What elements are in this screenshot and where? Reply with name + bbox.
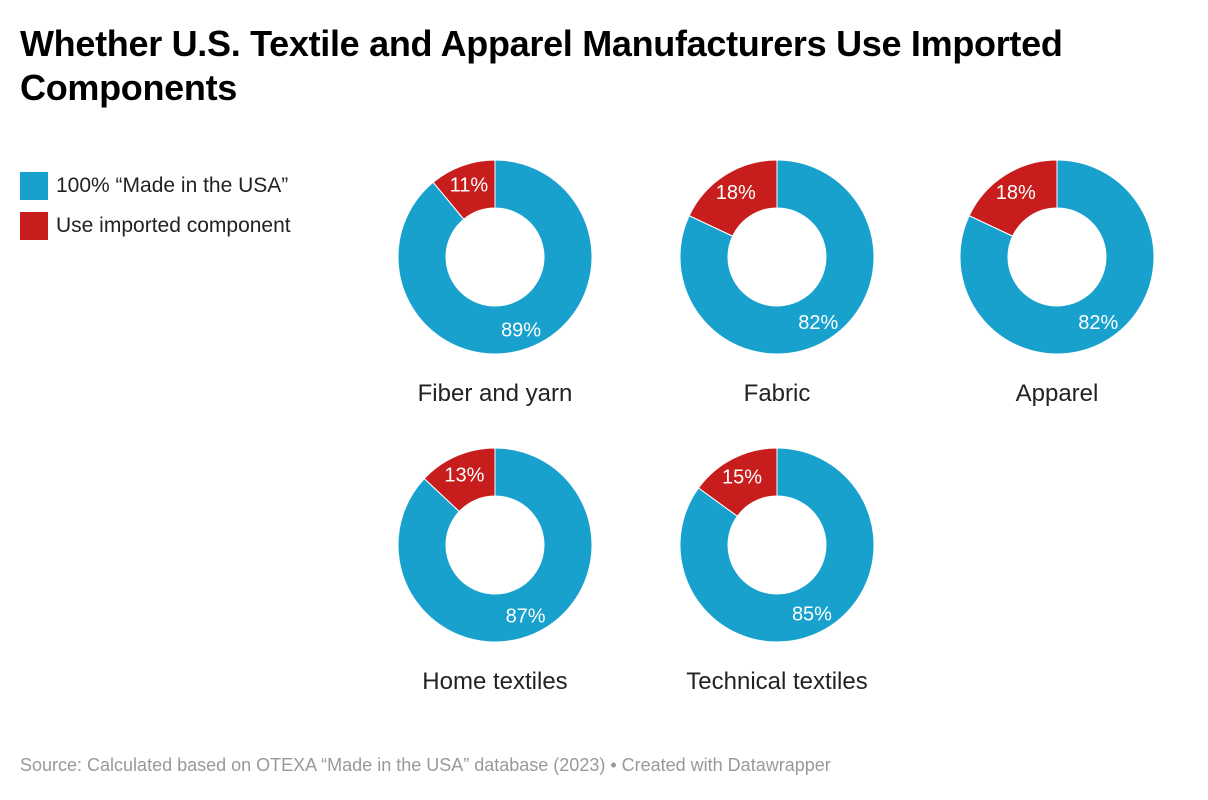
legend-swatch-red bbox=[20, 212, 48, 240]
legend-item-imported: Use imported component bbox=[20, 212, 291, 240]
donut-slice bbox=[432, 159, 496, 220]
slice-value-label: 18% bbox=[996, 182, 1036, 204]
slice-value-label: 13% bbox=[444, 464, 484, 486]
donut-category-label: Fabric bbox=[744, 380, 811, 407]
slice-value-label: 11% bbox=[450, 175, 489, 197]
slice-value-label: 18% bbox=[716, 182, 756, 204]
donut-slice bbox=[959, 159, 1155, 355]
slice-value-label: 15% bbox=[722, 466, 762, 488]
donut-slice bbox=[968, 159, 1058, 237]
source-note: Source: Calculated based on OTEXA “Made … bbox=[20, 755, 831, 775]
slice-value-label: 82% bbox=[1078, 312, 1118, 334]
slice-value-label: 87% bbox=[506, 606, 546, 628]
slice-value-label: 89% bbox=[501, 319, 541, 341]
legend-label: Use imported component bbox=[56, 214, 291, 237]
legend-swatch-blue bbox=[20, 172, 48, 200]
donut-charts: 89% 11% Fiber and yarn 82% 18% Fabric 82% 18% Ap… bbox=[397, 159, 1155, 695]
donut-slice bbox=[397, 159, 593, 355]
donut-slice bbox=[688, 159, 778, 237]
donut-category-label: Technical textiles bbox=[686, 668, 867, 695]
donut-slice bbox=[679, 447, 875, 643]
donut-slice bbox=[679, 159, 875, 355]
legend-item-made-in-usa: 100% “Made in the USA” bbox=[20, 172, 288, 200]
donut-slice bbox=[697, 447, 778, 517]
slice-value-label: 85% bbox=[792, 604, 832, 626]
legend-label: 100% “Made in the USA” bbox=[56, 174, 289, 197]
chart-title: Whether U.S. Textile and Apparel Manufac… bbox=[20, 23, 1063, 108]
donut-slice bbox=[397, 447, 593, 643]
donut-category-label: Home textiles bbox=[422, 668, 567, 695]
donut-category-label: Fiber and yarn bbox=[418, 380, 573, 407]
donut-category-label: Apparel bbox=[1016, 380, 1099, 407]
donut-slice bbox=[423, 447, 496, 513]
slice-value-label: 82% bbox=[798, 312, 838, 334]
